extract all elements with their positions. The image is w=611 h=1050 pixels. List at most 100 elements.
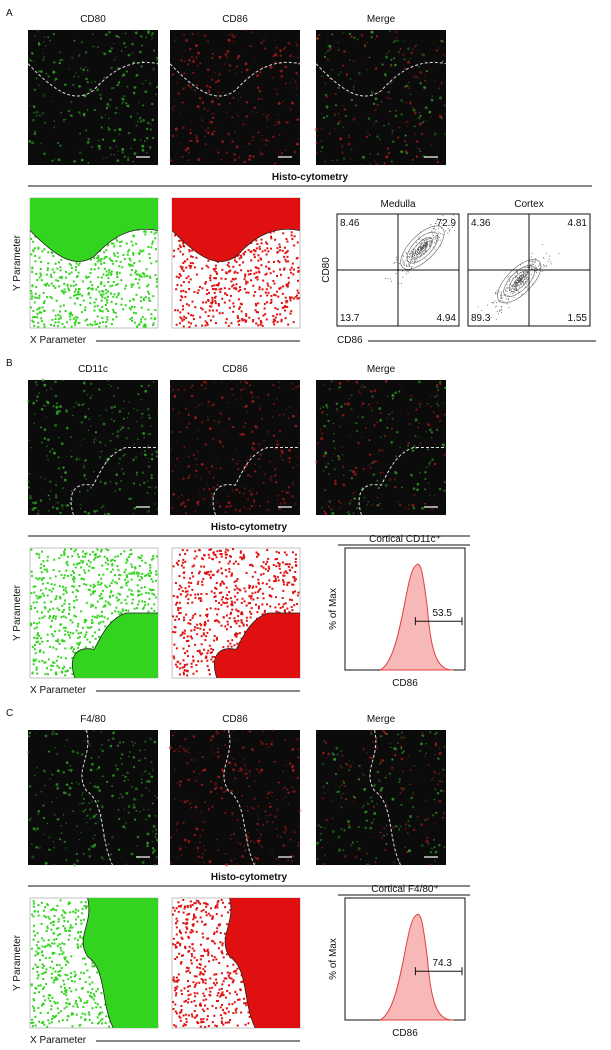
signal-dot [383, 125, 384, 126]
cell-dot [138, 279, 140, 281]
cell-dot [50, 665, 52, 667]
signal-dot [63, 120, 65, 122]
event-dot [522, 276, 523, 277]
cell-dot [253, 254, 255, 256]
signal-dot [338, 49, 340, 51]
event-dot [439, 237, 440, 238]
cell-dot [72, 570, 74, 572]
cell-dot [131, 241, 133, 243]
signal-dot [169, 159, 172, 162]
signal-dot [206, 85, 209, 88]
signal-dot [390, 441, 393, 444]
cell-dot [112, 559, 114, 561]
cell-dot [82, 561, 84, 563]
cell-dot [63, 554, 65, 556]
signal-dot [375, 67, 378, 70]
cell-dot [227, 645, 229, 647]
signal-dot [348, 513, 350, 515]
cell-dot [216, 571, 218, 573]
cell-dot [49, 646, 51, 648]
signal-dot [397, 501, 398, 502]
cell-dot [132, 284, 134, 286]
cell-dot [37, 632, 39, 634]
event-dot [538, 266, 539, 267]
cell-dot [213, 268, 215, 270]
cell-dot [54, 321, 56, 323]
cell-dot [153, 610, 155, 612]
cell-dot [35, 293, 37, 295]
signal-dot [148, 465, 150, 467]
cell-dot [190, 314, 192, 316]
signal-dot [40, 476, 42, 478]
cell-dot [285, 297, 287, 299]
signal-dot [294, 81, 296, 83]
signal-dot [414, 494, 416, 496]
signal-dot [71, 57, 73, 59]
cell-dot [186, 258, 188, 260]
signal-dot [289, 407, 290, 408]
cell-dot [268, 568, 270, 570]
cell-dot [113, 311, 115, 313]
signal-dot [398, 390, 400, 392]
cell-dot [40, 563, 42, 565]
signal-dot [153, 50, 155, 52]
cell-dot [116, 316, 118, 318]
signal-dot [208, 121, 211, 124]
cell-dot [260, 264, 262, 266]
cell-dot [92, 622, 94, 624]
signal-dot [413, 75, 416, 78]
signal-dot [134, 152, 137, 155]
region-mark: C [174, 152, 181, 163]
cell-dot [283, 256, 285, 258]
signal-dot [265, 144, 267, 146]
signal-dot [344, 108, 346, 110]
signal-dot [226, 112, 227, 113]
event-dot [535, 261, 536, 262]
signal-dot [195, 470, 197, 472]
signal-dot [369, 57, 371, 59]
cell-dot [134, 568, 136, 570]
cell-dot [112, 318, 114, 320]
cell-dot [188, 249, 190, 251]
signal-dot [195, 57, 197, 59]
channel-label: CD11c [78, 364, 108, 375]
event-dot [526, 283, 527, 284]
event-dot [435, 249, 436, 250]
signal-dot [191, 56, 193, 58]
cell-dot [36, 637, 38, 639]
cell-dot [267, 250, 269, 252]
signal-dot [263, 473, 266, 476]
cell-dot [208, 315, 210, 317]
signal-dot [104, 513, 106, 515]
cell-dot [133, 312, 135, 314]
cell-dot [55, 279, 57, 281]
signal-dot [267, 114, 269, 116]
cell-dot [95, 264, 97, 266]
signal-dot [368, 465, 369, 466]
signal-dot [104, 482, 107, 485]
cell-dot [190, 322, 192, 324]
channel-label: Merge [367, 14, 396, 25]
signal-dot [55, 158, 56, 159]
signal-dot [332, 160, 333, 161]
cell-dot [218, 621, 220, 623]
cell-dot [69, 667, 71, 669]
cell-dot [63, 593, 65, 595]
signal-dot [191, 395, 194, 398]
signal-dot [199, 493, 200, 494]
signal-dot [189, 475, 191, 477]
event-dot [507, 295, 508, 296]
cell-dot [186, 664, 188, 666]
signal-dot [144, 90, 147, 93]
cell-dot [69, 297, 71, 299]
cell-dot [67, 670, 69, 672]
signal-dot [132, 161, 133, 162]
signal-dot [41, 408, 44, 411]
cell-dot [272, 321, 274, 323]
signal-dot [124, 401, 125, 402]
cell-dot [248, 317, 250, 319]
cell-dot [41, 571, 43, 573]
cell-dot [203, 649, 205, 651]
cell-dot [86, 602, 88, 604]
signal-dot [294, 425, 297, 428]
